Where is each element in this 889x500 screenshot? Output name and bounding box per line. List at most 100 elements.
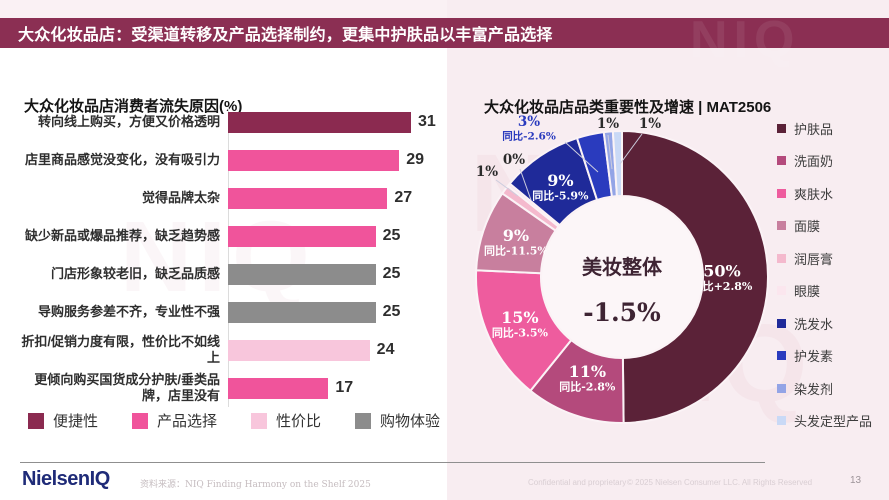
donut-slice-label: 1%	[476, 164, 498, 180]
donut-slice-label: 15%同比-3.5%	[492, 308, 549, 340]
donut-slice	[621, 129, 769, 425]
donut-center-label: 美妆整体	[582, 255, 663, 279]
bar-row: 折扣/促销力度有限，性价比不如线上 24	[18, 331, 443, 369]
nielseniq-logo: NielsenIQ	[22, 468, 110, 490]
donut-slice-label: 1%	[597, 116, 619, 132]
label-leader-line	[564, 141, 599, 173]
bar	[228, 149, 400, 171]
donut-legend-swatch	[777, 318, 786, 328]
bar-track: 24	[228, 339, 443, 361]
donut-chart-title: 大众化妆品店品类重要性及增速 | MAT2506	[484, 99, 772, 117]
bar-value-label: 25	[382, 265, 401, 282]
donut-legend-swatch	[777, 253, 786, 263]
donut-legend-label: 护发素	[794, 349, 834, 364]
donut-hole	[542, 197, 702, 357]
bar	[228, 339, 370, 361]
bar-value-label: 29	[406, 151, 424, 168]
donut-legend: 护肤品洗面奶爽肤水面膜润唇膏眼膜洗发水护发素染发剂头发定型产品	[777, 121, 872, 429]
bar-value-label: 27	[394, 189, 413, 206]
bar-chart: 转向线上购买，方便又价格透明 31 店里商品感觉没变化，没有吸引力 29 觉得品牌太杂 2…	[18, 103, 443, 407]
donut-slice-label: 50%同比+2.8%	[692, 261, 753, 293]
footer-confidential: Confidential and proprietary	[528, 478, 627, 487]
footer-divider	[20, 462, 765, 463]
label-leader-line	[519, 168, 532, 201]
bar-track: 25	[228, 263, 443, 285]
donut-legend-item: 染发剂	[777, 382, 872, 397]
legend-swatch	[28, 412, 44, 429]
bar-track: 27	[228, 187, 443, 209]
bar-track: 25	[228, 225, 443, 247]
bar	[228, 111, 411, 133]
slide-title-bar: 大众化妆品店：受渠道转移及产品选择制约，更集中护肤品以丰富产品选择	[0, 18, 889, 48]
donut-slice-label: 9%同比-5.9%	[532, 171, 589, 203]
bar-row: 缺少新品或爆品推荐，缺乏趋势感 25	[18, 217, 443, 255]
bar	[228, 187, 388, 209]
legend-item: 便捷性	[28, 410, 98, 431]
legend-label: 便捷性	[53, 413, 99, 430]
donut-legend-swatch	[777, 156, 786, 165]
bar-label: 门店形象较老旧，缺乏品质感	[50, 265, 220, 281]
bar-track: 25	[228, 301, 443, 323]
bar-row: 门店形象较老旧，缺乏品质感 25	[18, 255, 443, 293]
footer-page-number: 13	[850, 475, 862, 486]
slide-title: 大众化妆品店：受渠道转移及产品选择制约，更集中护肤品以丰富产品选择	[18, 27, 553, 44]
bar-label: 店里商品感觉没变化，没有吸引力	[24, 151, 220, 167]
legend-swatch	[355, 412, 372, 429]
bar-value-label: 31	[418, 113, 436, 130]
label-leader-line	[607, 134, 613, 170]
label-leader-line	[495, 179, 519, 197]
donut-legend-item: 爽肤水	[777, 187, 872, 202]
donut-legend-swatch	[777, 286, 786, 295]
donut-legend-label: 爽肤水	[794, 186, 834, 202]
legend-label: 性价比	[276, 413, 322, 430]
donut-slice-label: 3%同比-2.6%	[502, 114, 556, 143]
label-leader-line	[619, 133, 643, 165]
bar-label: 更倾向购买国货成分护肤/垂类品牌，店里没有	[34, 371, 220, 403]
donut-legend-swatch	[777, 221, 786, 230]
legend-swatch	[251, 412, 268, 429]
donut-slice-label: 0%	[503, 152, 525, 168]
bar-label: 折扣/促销力度有限，性价比不如线上	[21, 333, 220, 365]
footer-source-text: 资料来源：NIQ Finding Harmony on the Shelf 20…	[140, 480, 371, 490]
bar-row: 导购服务参差不齐，专业性不强 25	[18, 293, 443, 331]
bar-value-label: 17	[335, 379, 354, 396]
bar	[228, 225, 376, 247]
donut-legend-item: 洗面奶	[777, 154, 872, 169]
bar-value-label: 24	[376, 341, 395, 358]
bar	[228, 263, 376, 285]
bar-label: 导购服务参差不齐，专业性不强	[37, 303, 220, 319]
donut-legend-swatch	[777, 416, 786, 425]
footer-copyright: © 2025 Nielsen Consumer LLC. All Rights …	[627, 478, 813, 487]
donut-legend-label: 润唇膏	[794, 251, 834, 267]
bar-row: 觉得品牌太杂 27	[18, 179, 443, 217]
donut-legend-swatch	[777, 351, 786, 360]
bar	[228, 301, 376, 323]
bar	[228, 377, 329, 399]
donut-legend-item: 洗发水	[777, 317, 872, 332]
donut-legend-label: 护肤品	[794, 121, 834, 137]
bar-value-label: 25	[382, 227, 401, 244]
donut-legend-item: 眼膜	[777, 284, 872, 299]
donut-slice-label: 11%同比-2.8%	[559, 362, 616, 394]
bar-label: 转向线上购买，方便又价格透明	[37, 113, 220, 129]
donut-center-value: -1.5%	[583, 298, 661, 327]
donut-legend-label: 洗发水	[794, 316, 834, 332]
legend-item: 性价比	[251, 410, 321, 431]
donut-legend-label: 面膜	[794, 219, 821, 234]
bar-row: 店里商品感觉没变化，没有吸引力 29	[18, 141, 443, 179]
legend-label: 购物体验	[380, 413, 441, 430]
donut-legend-label: 头发定型产品	[794, 414, 873, 429]
bar-track: 31	[228, 111, 443, 133]
bar-label: 觉得品牌太杂	[141, 189, 220, 205]
donut-legend-swatch	[777, 383, 786, 393]
legend-item: 购物体验	[355, 410, 440, 431]
legend-label: 产品选择	[157, 413, 218, 430]
donut-legend-item: 润唇膏	[777, 252, 872, 267]
donut-legend-label: 洗面奶	[794, 154, 834, 169]
donut-legend-item: 头发定型产品	[777, 414, 872, 429]
donut-chart: 50%同比+2.8% 11%同比-2.8% 15%同比-3.5% 9%同比-11.5%…	[475, 114, 769, 425]
bar-track: 17	[228, 377, 443, 399]
legend-swatch	[132, 412, 149, 429]
donut-legend-item: 面膜	[777, 219, 872, 234]
donut-slice	[611, 129, 623, 198]
